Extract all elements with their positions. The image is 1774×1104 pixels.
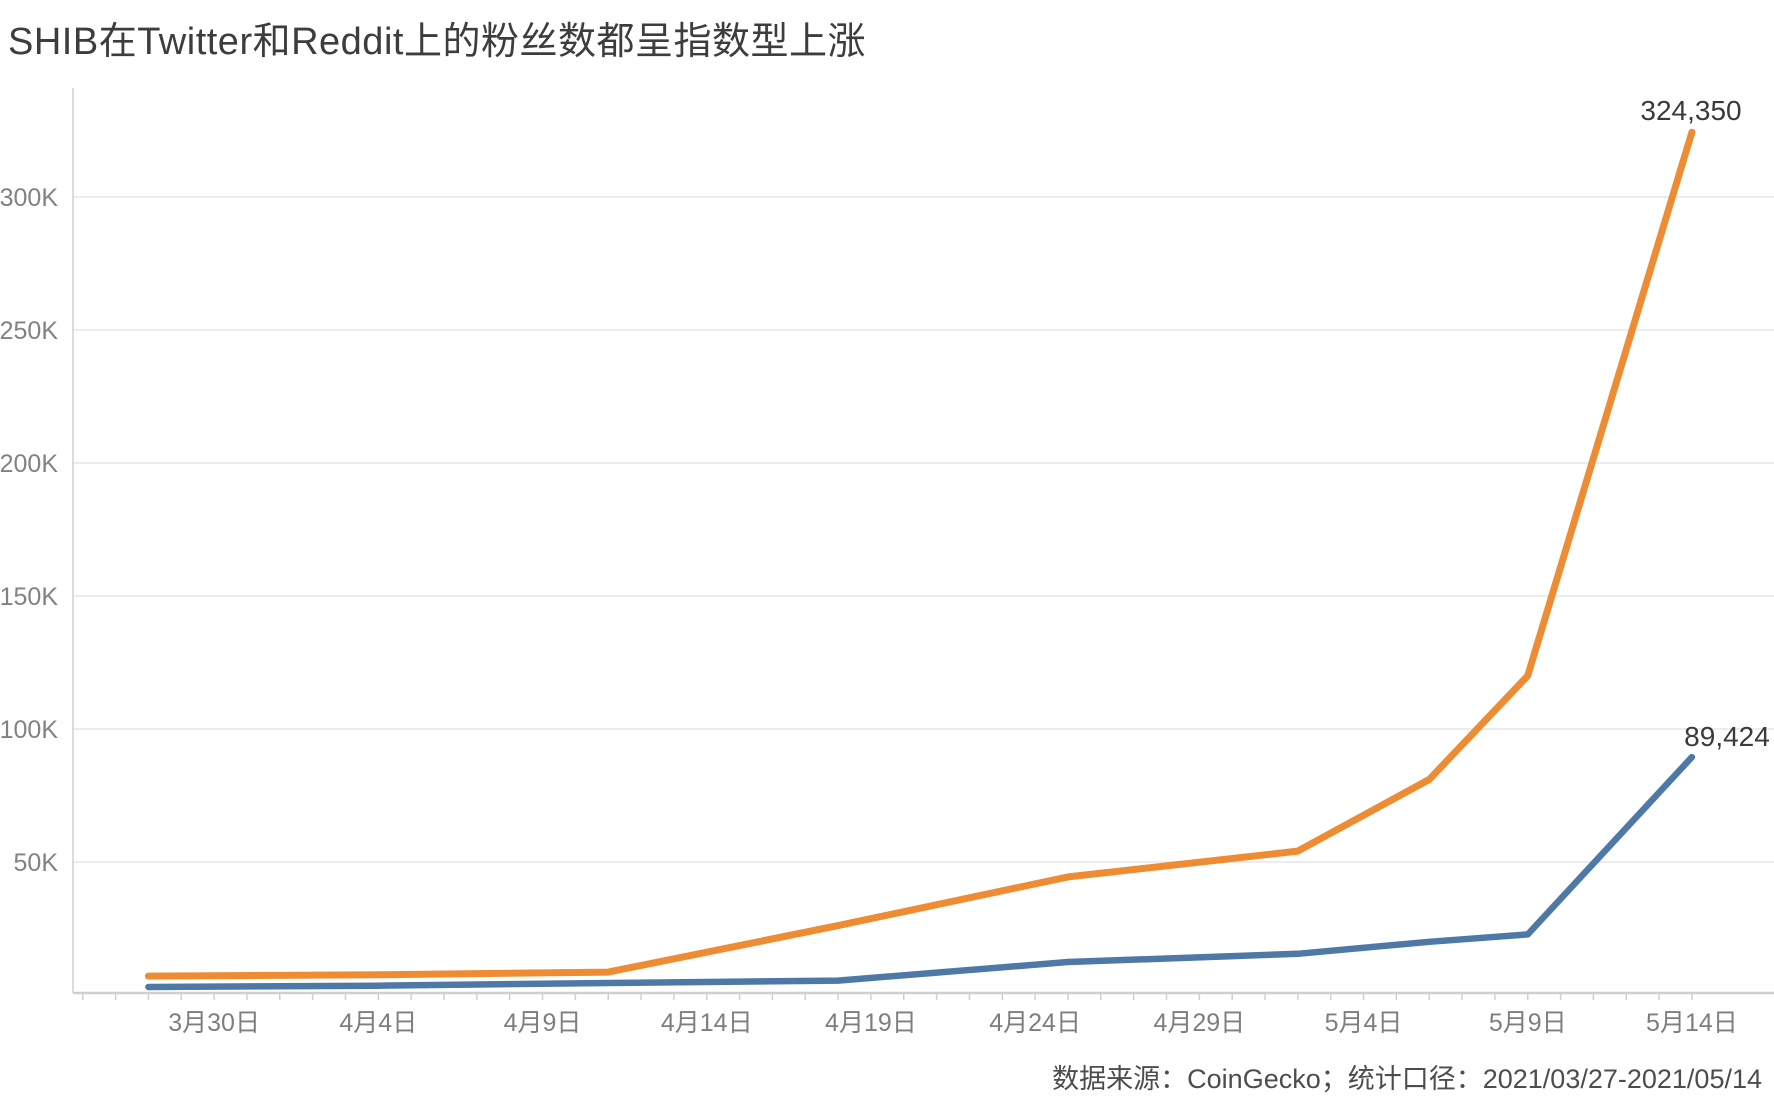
y-tick-label: 200K [0, 450, 58, 478]
reddit-line [145, 753, 1696, 991]
x-tick-label: 4月24日 [989, 1009, 1081, 1037]
x-tick-label: 4月19日 [825, 1009, 917, 1037]
twitter-line [144, 128, 1696, 980]
chart-title: SHIB在Twitter和Reddit上的粉丝数都呈指数型上涨 [8, 21, 866, 63]
x-tick-label: 4月29日 [1153, 1009, 1245, 1037]
data-source-note: 数据来源：CoinGecko；统计口径：2021/03/27-2021/05/1… [1052, 1064, 1762, 1094]
twitter-end-value-label: 324,350 [1640, 95, 1741, 126]
x-tick-label: 3月30日 [168, 1009, 260, 1037]
x-tick-label: 4月4日 [339, 1009, 417, 1037]
x-tick-label: 5月14日 [1646, 1009, 1738, 1037]
x-tick-label: 4月14日 [661, 1009, 753, 1037]
y-tick-label: 150K [0, 583, 58, 611]
reddit-end-value-label: 89,424 [1684, 721, 1770, 752]
y-tick-label: 250K [0, 317, 58, 345]
x-tick-label: 4月9日 [504, 1009, 582, 1037]
y-tick-label: 50K [14, 849, 59, 877]
y-tick-label: 100K [0, 716, 58, 744]
y-tick-label: 300K [0, 184, 58, 212]
x-tick-label: 5月9日 [1489, 1009, 1567, 1037]
x-tick-label: 5月4日 [1325, 1009, 1403, 1037]
